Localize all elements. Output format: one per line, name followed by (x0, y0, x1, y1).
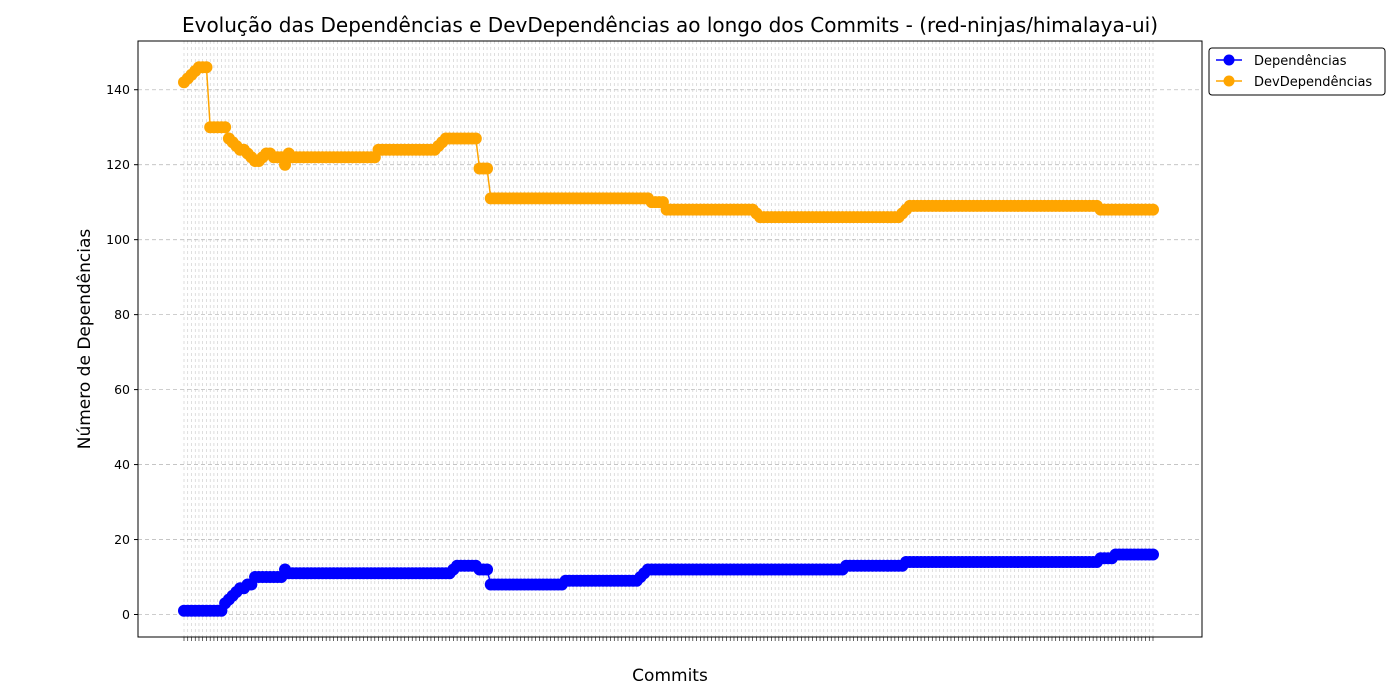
y-tick-label: 80 (114, 307, 130, 322)
x-axis-ticks (183, 637, 1154, 641)
y-tick-label: 40 (114, 457, 130, 472)
x-axis-label: Commits (632, 666, 708, 686)
data-point-dependencias (1147, 548, 1159, 561)
data-point-devdependencias (481, 162, 494, 175)
data-point-devdependencias (279, 158, 292, 171)
data-point-devdependencias (219, 121, 232, 134)
legend-label-devdependencias: DevDependências (1254, 75, 1372, 90)
series-layer (178, 61, 1159, 617)
y-axis-label: Número de Dependências (75, 229, 95, 450)
legend-marker-devdependencias (1223, 75, 1235, 87)
series-dependencias (178, 548, 1159, 617)
y-tick-label: 120 (106, 157, 130, 172)
data-point-dependencias (481, 563, 494, 576)
y-tick-label: 100 (106, 232, 130, 247)
chart-title: Evolução das Dependências e DevDependênc… (182, 13, 1158, 37)
y-tick-label: 60 (114, 382, 130, 397)
vertical-grid (183, 41, 1154, 637)
horizontal-grid (138, 89, 1202, 615)
y-tick-label: 20 (114, 532, 130, 547)
legend-box (1208, 47, 1386, 96)
data-point-devdependencias (469, 132, 482, 145)
data-point-devdependencias (1147, 203, 1159, 216)
y-tick-label: 140 (106, 82, 130, 97)
legend-marker-dependencias (1223, 54, 1235, 66)
plot-frame (137, 40, 1203, 638)
legend-label-dependencias: Dependências (1254, 54, 1347, 69)
legend: Dependências DevDependências (1208, 47, 1386, 96)
y-tick-label: 0 (122, 607, 130, 622)
data-point-devdependencias (200, 61, 213, 74)
series-devdependencias (178, 61, 1159, 224)
y-axis-ticks: 0 20 40 60 80 100 120 140 (106, 82, 138, 622)
